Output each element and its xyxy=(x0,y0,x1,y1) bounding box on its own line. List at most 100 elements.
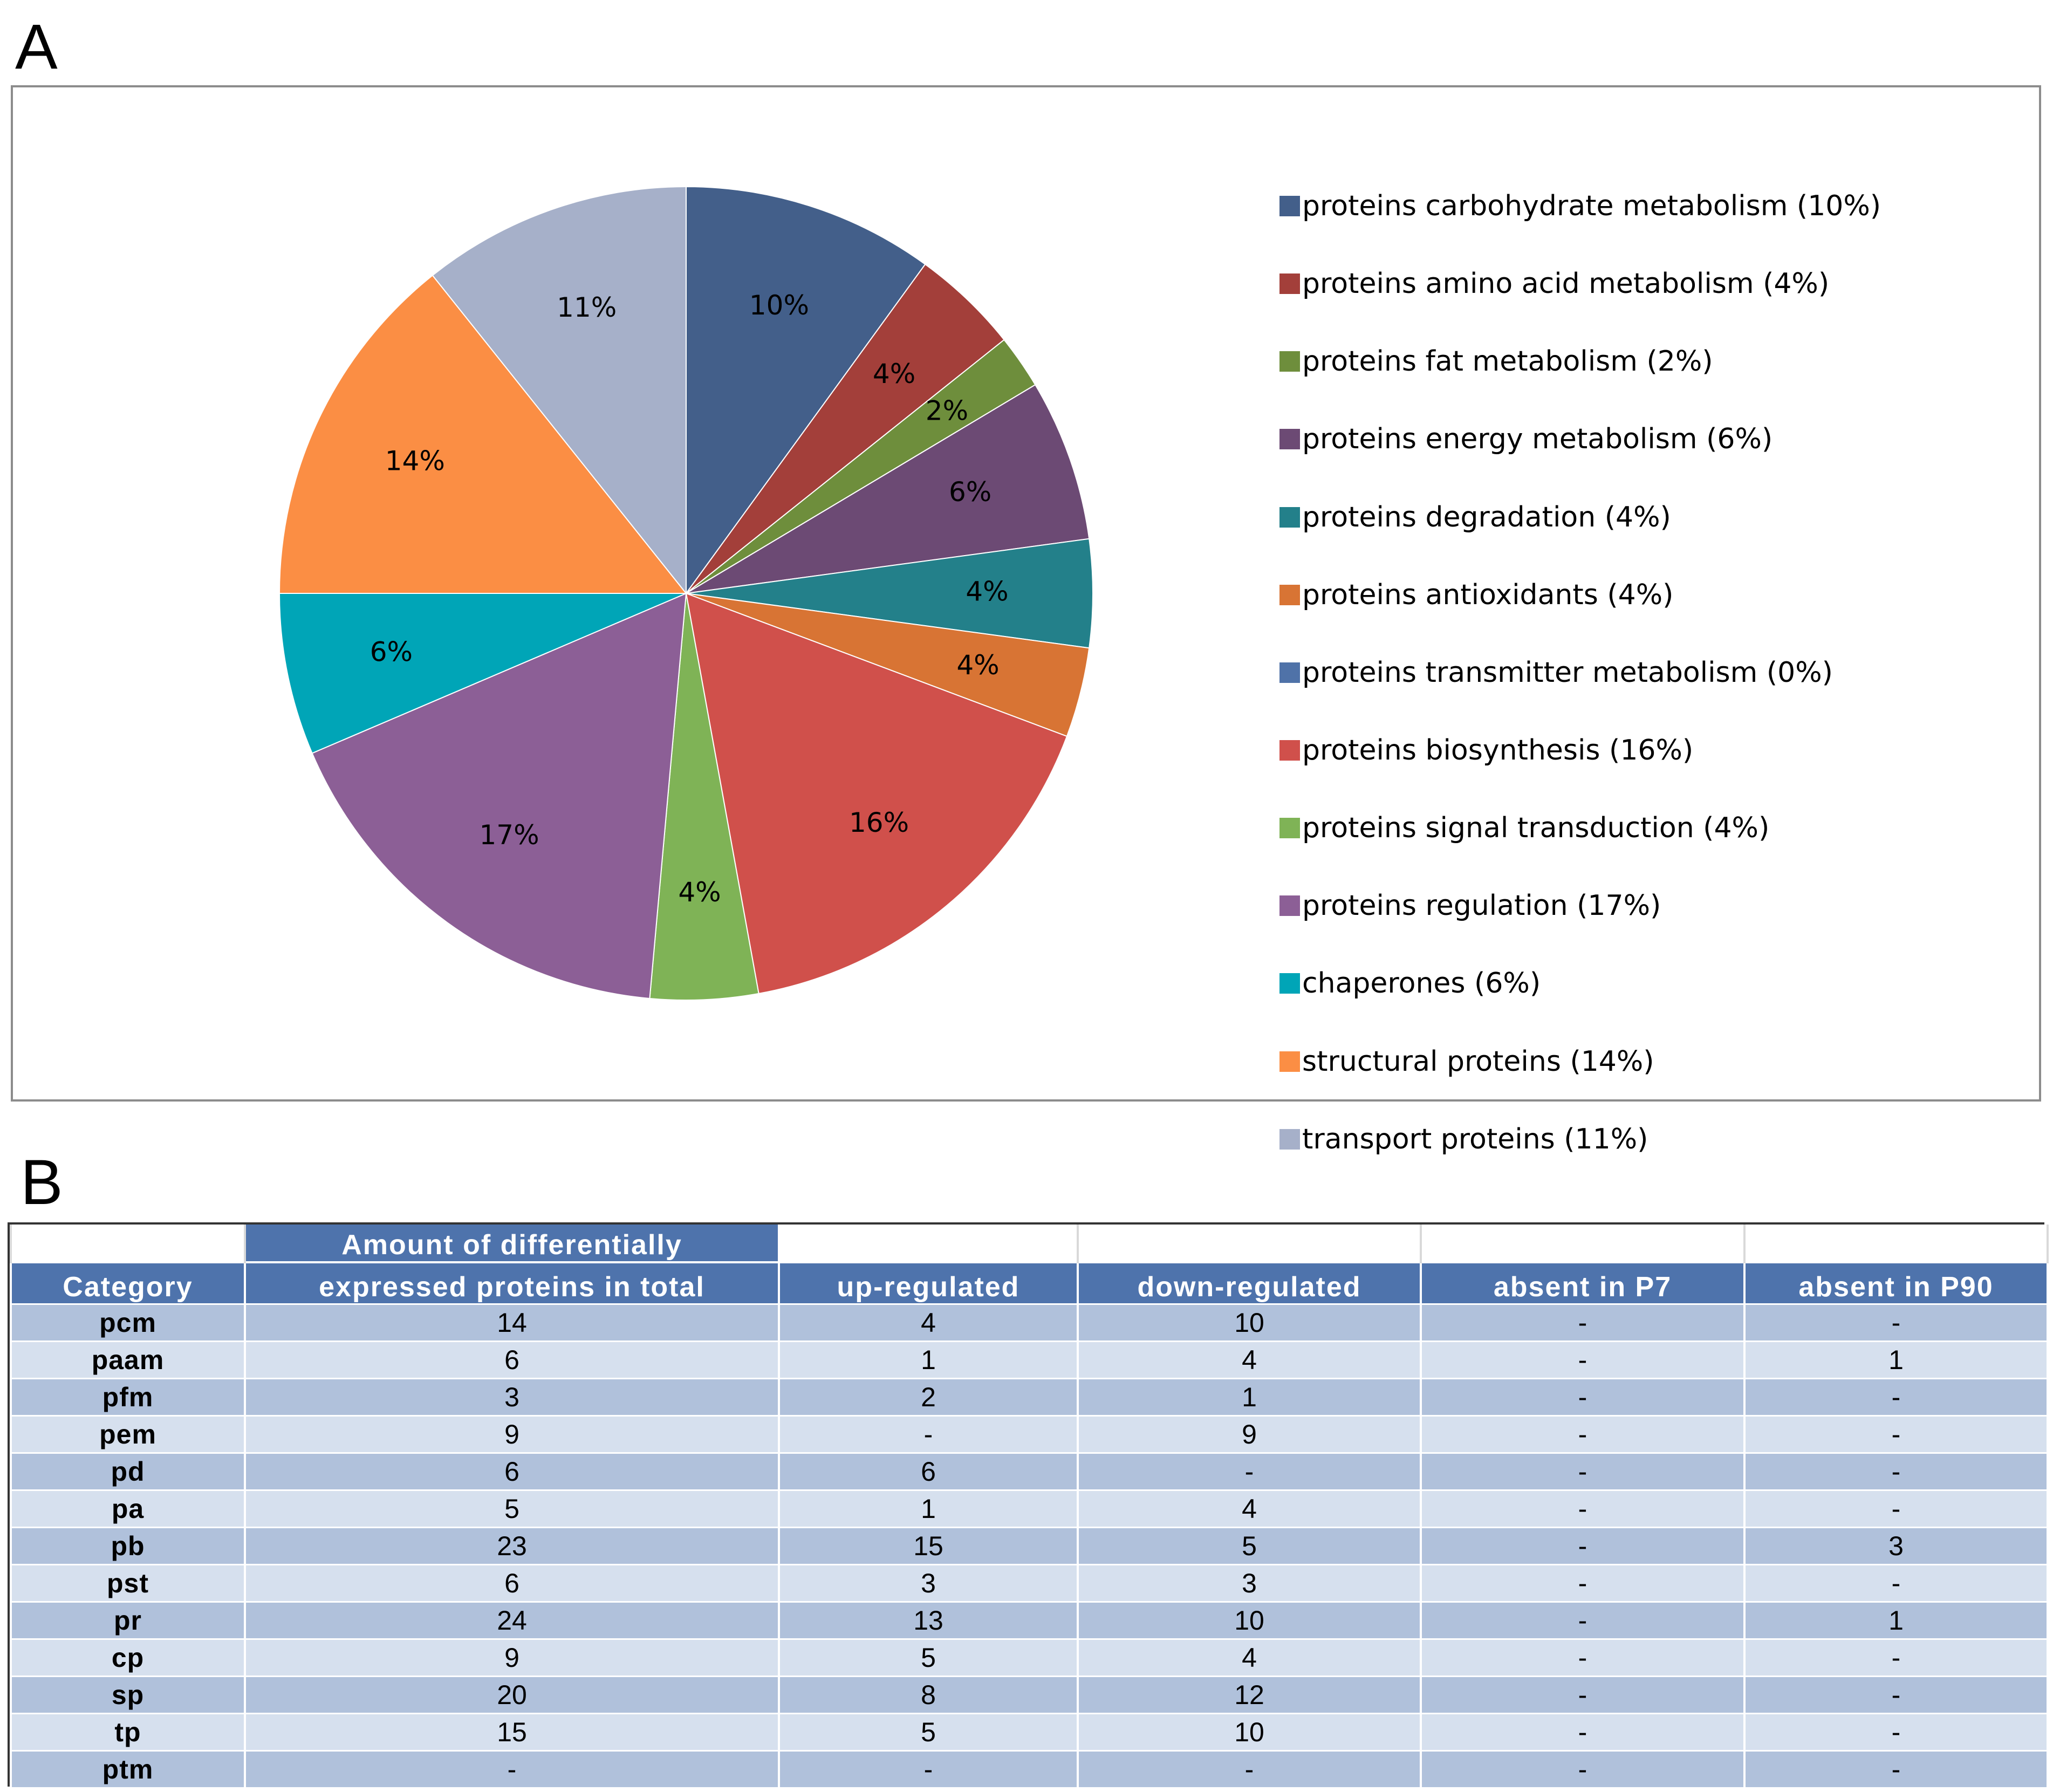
slice-data-label: 17% xyxy=(479,819,539,851)
legend-item: proteins biosynthesis (16%) xyxy=(1279,723,1693,777)
value-cell: 9 xyxy=(244,1638,780,1677)
value-cell: 1 xyxy=(1743,1601,2049,1640)
top-header-blank xyxy=(1420,1225,1746,1262)
value-cell: - xyxy=(1743,1303,2049,1342)
legend-item: proteins transmitter metabolism (0%) xyxy=(1279,646,1833,700)
value-cell: - xyxy=(1743,1713,2049,1752)
legend-label: proteins antioxidants (4%) xyxy=(1302,578,1674,611)
legend-swatch xyxy=(1279,895,1300,916)
value-cell: - xyxy=(1743,1415,2049,1454)
value-cell: 8 xyxy=(778,1675,1079,1714)
legend-item: proteins signal transduction (4%) xyxy=(1279,801,1769,855)
pie-slice xyxy=(278,275,688,594)
value-cell: - xyxy=(1420,1415,1746,1454)
value-cell: 6 xyxy=(244,1340,780,1379)
legend-swatch xyxy=(1279,1051,1300,1072)
legend-swatch xyxy=(1279,1128,1300,1150)
pie-slice xyxy=(685,592,1068,995)
value-cell: - xyxy=(1420,1750,1746,1789)
legend-label: proteins transmitter metabolism (0%) xyxy=(1302,656,1833,689)
top-header-blank xyxy=(10,1225,246,1262)
legend-item: proteins energy metabolism (6%) xyxy=(1279,412,1773,466)
legend-swatch xyxy=(1279,740,1300,761)
pie-slice xyxy=(686,263,1005,594)
value-cell: 5 xyxy=(1077,1527,1422,1565)
legend-item: proteins regulation (17%) xyxy=(1279,879,1661,933)
value-cell: - xyxy=(244,1750,780,1789)
pie-slice xyxy=(686,384,1090,594)
header-up-regulated: up-regulated xyxy=(778,1261,1079,1304)
value-cell: 9 xyxy=(1077,1415,1422,1454)
protein-table-panel: Amount of differentially Category expres… xyxy=(8,1222,2049,1789)
value-cell: 4 xyxy=(1077,1489,1422,1528)
value-cell: 10 xyxy=(1077,1713,1422,1752)
category-cell: sp xyxy=(10,1675,246,1714)
value-cell: - xyxy=(1420,1527,1746,1565)
header-category: Category xyxy=(10,1261,246,1304)
header-absent-p90: absent in P90 xyxy=(1743,1261,2049,1304)
slice-data-label: 11% xyxy=(557,292,617,323)
panel-label-b: B xyxy=(20,1147,63,1218)
value-cell: 5 xyxy=(778,1713,1079,1752)
value-cell: - xyxy=(1077,1750,1422,1789)
table-row: pb 23 15 5-3 xyxy=(10,1527,2049,1565)
value-cell: 10 xyxy=(1077,1601,1422,1640)
legend-label: proteins amino acid metabolism (4%) xyxy=(1302,268,1830,300)
header-absent-p7: absent in P7 xyxy=(1420,1261,1746,1304)
slice-data-label: 6% xyxy=(370,636,413,667)
slice-data-label: 6% xyxy=(949,476,991,508)
value-cell: - xyxy=(1743,1675,2049,1714)
value-cell: 6 xyxy=(778,1452,1079,1491)
table-row: sp 20 8 12- - xyxy=(10,1675,2049,1714)
slice-data-label: 2% xyxy=(926,395,968,427)
pie-slice xyxy=(278,593,687,754)
value-cell: 3 xyxy=(778,1564,1079,1603)
table-row: pd 6 6- - - xyxy=(10,1452,2049,1491)
top-header-blank xyxy=(1743,1225,2049,1262)
category-cell: pcm xyxy=(10,1303,246,1342)
value-cell: 3 xyxy=(1077,1564,1422,1603)
legend-label: proteins carbohydrate metabolism (10%) xyxy=(1302,190,1881,222)
table-row: pa 5 1 4- - xyxy=(10,1489,2049,1528)
value-cell: 13 xyxy=(778,1601,1079,1640)
legend-swatch xyxy=(1279,351,1300,372)
value-cell: 5 xyxy=(244,1489,780,1528)
category-cell: pst xyxy=(10,1564,246,1603)
value-cell: 15 xyxy=(244,1713,780,1752)
slice-data-label: 16% xyxy=(849,807,909,838)
panel-label-a: A xyxy=(15,11,58,83)
category-cell: pfm xyxy=(10,1378,246,1417)
legend-label: proteins biosynthesis (16%) xyxy=(1302,734,1694,767)
table-row: pem 9-9- - xyxy=(10,1415,2049,1454)
legend-item: proteins carbohydrate metabolism (10%) xyxy=(1279,179,1881,233)
category-cell: cp xyxy=(10,1638,246,1677)
legend-label: proteins signal transduction (4%) xyxy=(1302,812,1770,845)
slice-data-label: 4% xyxy=(873,358,915,389)
value-cell: 24 xyxy=(244,1601,780,1640)
table-row: cp 9 5 4- - xyxy=(10,1638,2049,1677)
legend-label: structural proteins (14%) xyxy=(1302,1045,1654,1078)
legend-item: structural proteins (14%) xyxy=(1279,1035,1654,1089)
pie-slice xyxy=(686,538,1093,649)
value-cell: - xyxy=(1743,1378,2049,1417)
table-top-header-row: Amount of differentially xyxy=(10,1225,2049,1262)
value-cell: - xyxy=(778,1750,1079,1789)
pie-chart-panel: 10% 4% 2% 6% 4% 4% 16% 4% 17% 6% 14% 11% proteins c… xyxy=(11,85,2041,1155)
pie-slice xyxy=(311,592,687,1000)
slice-data-label: 4% xyxy=(966,576,1008,607)
value-cell: 4 xyxy=(1077,1340,1422,1379)
value-cell: - xyxy=(1743,1489,2049,1528)
value-cell: - xyxy=(1077,1452,1422,1491)
value-cell: - xyxy=(1743,1750,2049,1789)
protein-category-table: Amount of differentially Category expres… xyxy=(10,1225,2049,1789)
category-cell: pd xyxy=(10,1452,246,1491)
value-cell: 1 xyxy=(1743,1340,2049,1379)
value-cell: 1 xyxy=(778,1340,1079,1379)
value-cell: 6 xyxy=(244,1564,780,1603)
legend-item: transport proteins (11%) xyxy=(1279,1112,1648,1166)
legend-item: proteins fat metabolism (2%) xyxy=(1279,334,1713,388)
value-cell: 1 xyxy=(778,1489,1079,1528)
value-cell: 2 xyxy=(778,1378,1079,1417)
value-cell: 12 xyxy=(1077,1675,1422,1714)
legend-label: transport proteins (11%) xyxy=(1302,1123,1648,1155)
